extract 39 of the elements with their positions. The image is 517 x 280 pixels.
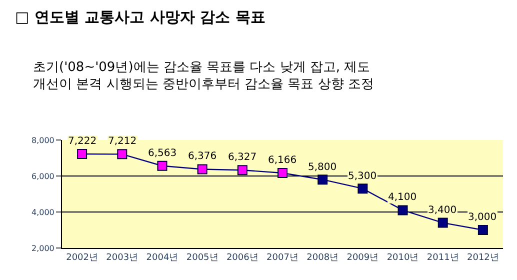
x-tick-label: 2009년 [346,252,379,263]
x-tick-label: 2008년 [306,252,339,263]
point [197,164,208,174]
data-label: 3,400 [428,205,457,216]
y-tick-label: 6,000 [31,172,54,181]
point [438,218,448,228]
x-tick-label: 2004년 [146,252,178,263]
data-label: 7,222 [68,136,97,147]
point [77,149,88,159]
point [358,184,368,194]
x-tick-label: 2003년 [106,252,138,263]
point [318,174,328,185]
data-label: 4,100 [388,192,417,203]
point [157,160,168,171]
x-tick-label: 2011년 [426,252,459,263]
data-label: 7,212 [108,136,137,147]
y-tick-label: 2,000 [31,244,54,253]
x-tick-label: 2012년 [466,252,499,263]
x-tick-label: 2006년 [226,252,258,263]
point [478,225,488,235]
data-label: 6,376 [188,151,217,162]
point [278,168,288,178]
data-label: 5,300 [348,171,377,182]
chart-title: □ 연도별 교통사고 사망자 감소 목표 [15,8,266,26]
chart-subtitle: 초기('08~'09년)에는 감소율 목표를 다소 낮게 잡고, 제도 개선이 본격 시행되는 중반이후부터 감소율 목표 상향 조정 [33,60,374,92]
x-tick-label: 2007년 [266,252,298,263]
point [237,165,248,176]
point [117,149,128,160]
x-tick-label: 2002년 [66,252,98,263]
data-label: 6,327 [228,152,257,163]
data-label: 5,800 [308,162,337,173]
x-tick-label: 2010년 [386,252,419,263]
y-tick-label: 4,000 [31,208,54,217]
data-label: 3,000 [468,212,497,223]
y-tick-label: 8,000 [31,136,54,145]
data-label: 6,563 [148,148,177,159]
point [398,205,408,216]
data-label: 6,166 [268,155,297,166]
x-tick-label: 2005년 [186,252,218,263]
